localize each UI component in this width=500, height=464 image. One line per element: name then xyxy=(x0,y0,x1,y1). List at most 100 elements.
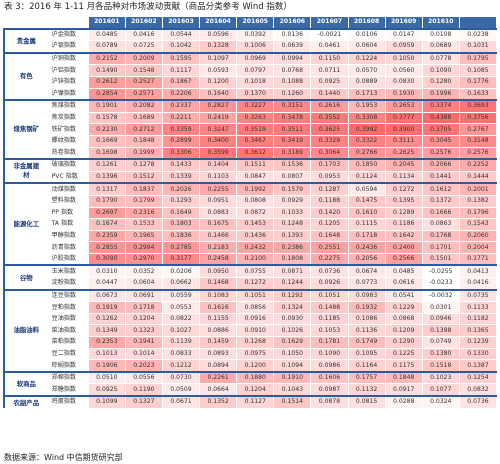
value-cell: 0.1115 xyxy=(347,218,386,231)
value-cell: 0.1175 xyxy=(384,359,423,373)
value-cell: 0.1205 xyxy=(310,218,349,231)
table-row: 沪锌指数 0.2612 0.2527 0.1867 0.1200 0.1018 0.1088… xyxy=(4,75,498,89)
commodity-name: 玻璃指数 xyxy=(47,158,89,172)
value-cell: 0.1372 xyxy=(421,194,460,208)
value-cell: 0.2827 xyxy=(199,99,238,113)
value-cell: 0.0822 xyxy=(161,312,201,326)
value-cell: 0.1579 xyxy=(273,182,312,196)
value-cell: 0.1290 xyxy=(384,336,423,349)
value-cell: 0.2261 xyxy=(199,370,238,385)
value-cell: 0.3263 xyxy=(236,111,275,125)
value-cell: 0.0553 xyxy=(161,301,201,314)
value-cell: 0.1633 xyxy=(458,87,498,101)
table-row: 农副产品 鸡蛋指数 0.1099 0.1327 0.0671 0.1352 0.1127 0.… xyxy=(2,394,498,409)
column-header xyxy=(458,15,498,30)
value-cell: 0.1349 xyxy=(87,324,126,338)
value-cell: 0.0953 xyxy=(310,170,349,184)
value-cell: 0.3552 xyxy=(310,111,349,125)
column-header: 201605 xyxy=(236,15,275,30)
value-cell: 0.1133 xyxy=(458,301,498,314)
table-title: 表 3：2016 年 1-11 月各品种对市场波动贡献（商品分类参考 Wind … xyxy=(4,2,292,12)
commodity-name: 玉米指数 xyxy=(47,264,89,279)
value-cell: 0.2625 xyxy=(384,146,423,160)
value-cell: 0.1930 xyxy=(384,87,423,101)
value-cell: 0.1261 xyxy=(87,158,126,172)
value-cell: 0.0946 xyxy=(421,312,460,326)
value-cell: 0.2026 xyxy=(161,182,201,196)
commodity-name: 焦煤指数 xyxy=(47,99,89,113)
value-cell: 0.1616 xyxy=(199,301,238,314)
value-cell: 0.1033 xyxy=(273,206,312,220)
value-cell: 0.2432 xyxy=(236,241,275,254)
value-cell: 0.2855 xyxy=(87,241,126,254)
value-cell: 0.1139 xyxy=(161,336,201,349)
value-cell: 0.1640 xyxy=(199,87,238,101)
commodity-name: 沪铜指数 xyxy=(47,51,89,66)
commodity-name: 甲醇指数 xyxy=(47,229,89,243)
value-cell: 0.1027 xyxy=(161,324,201,338)
value-cell: 0.0570 xyxy=(347,64,386,77)
value-cell: 0.3148 xyxy=(458,134,498,148)
table-row: 能源化工 动煤指数 0.1317 0.1837 0.2026 0.2255 0.1992 0.… xyxy=(2,182,498,266)
value-cell: 0.1330 xyxy=(458,347,498,361)
value-cell: 0.1260 xyxy=(273,87,312,101)
value-cell: 0.0485 xyxy=(384,264,423,279)
value-cell: 0.2230 xyxy=(87,123,126,136)
value-cell: 0.0950 xyxy=(199,264,238,279)
value-cell: 0.2612 xyxy=(87,75,126,89)
value-cell: 0.1606 xyxy=(310,370,349,385)
value-cell: 0.0983 xyxy=(347,288,386,303)
value-cell: 0.1292 xyxy=(273,288,312,303)
value-cell: 0.2066 xyxy=(421,158,460,172)
value-cell: 0.3400 xyxy=(199,134,238,148)
value-cell: 0.1204 xyxy=(124,312,163,326)
commodity-name: TA 指数 xyxy=(47,218,89,231)
value-cell: 0.1209 xyxy=(384,324,423,338)
commodity-name: 铁矿指数 xyxy=(47,123,89,136)
table-row: 软商品 郑棉指数 0.0510 0.0556 0.0730 0.2261 0.1880 0.1… xyxy=(2,370,498,396)
value-cell: 0.1094 xyxy=(273,359,312,373)
value-cell: 0.1095 xyxy=(347,347,386,361)
value-cell: 0.2576 xyxy=(458,146,498,160)
value-cell: 0.4388 xyxy=(421,111,460,125)
table-row: 郑糖指数 0.0925 0.1190 0.0509 0.0664 0.1204 0.1043… xyxy=(4,383,498,397)
value-cell: 0.1042 xyxy=(161,40,201,54)
value-cell: 0.1837 xyxy=(124,182,163,196)
value-cell: 0.0975 xyxy=(236,347,275,361)
value-cell: 0.0106 xyxy=(347,27,386,42)
value-cell: 0.1132 xyxy=(347,383,386,397)
value-cell: 0.1083 xyxy=(199,288,238,303)
value-cell: 0.1224 xyxy=(347,51,386,66)
value-cell: 0.1910 xyxy=(273,370,312,385)
value-cell: 0.2419 xyxy=(199,111,238,125)
value-cell: 0.0883 xyxy=(199,206,238,220)
table-row: 沪胶指数 0.3090 0.2970 0.3177 0.2458 0.2100 0.1808… xyxy=(4,252,498,266)
value-cell: 0.2004 xyxy=(458,241,498,254)
value-cell: -0.0255 xyxy=(421,264,460,279)
value-cell: 0.1287 xyxy=(310,182,349,196)
value-cell: 0.1848 xyxy=(384,370,423,385)
value-cell: 0.1514 xyxy=(273,394,312,409)
value-cell: 0.1669 xyxy=(87,134,126,148)
value-cell: 0.1006 xyxy=(236,40,275,54)
commodity-name: PVC 指数 xyxy=(47,170,89,184)
value-cell: 0.0778 xyxy=(421,51,460,66)
value-cell: 0.1051 xyxy=(310,288,349,303)
value-cell: 0.2001 xyxy=(458,182,498,196)
value-cell: 0.2436 xyxy=(347,241,386,254)
value-cell: 0.1127 xyxy=(236,394,275,409)
value-cell: 0.1649 xyxy=(161,206,201,220)
table-row: PP 指数 0.2697 0.2316 0.1649 0.0883 0.0872 0.103… xyxy=(4,206,498,220)
value-cell: 0.1440 xyxy=(310,87,349,101)
value-cell: 0.3511 xyxy=(273,123,312,136)
table-row: 沥青指数 0.2855 0.2994 0.2785 0.2183 0.2432 0.2386… xyxy=(4,241,498,254)
value-cell: 0.1675 xyxy=(199,218,238,231)
commodity-name: 沪金指数 xyxy=(47,27,89,42)
value-cell: 0.1488 xyxy=(310,301,349,314)
value-cell: 0.0596 xyxy=(199,27,238,42)
table-row: 豆油指数 0.1262 0.1204 0.0822 0.1155 0.0916 0.0930… xyxy=(4,312,498,326)
value-cell: 0.3625 xyxy=(310,123,349,136)
value-cell: 0.2697 xyxy=(87,206,126,220)
value-cell: 0.1262 xyxy=(87,312,126,326)
value-cell: 0.1992 xyxy=(236,182,275,196)
